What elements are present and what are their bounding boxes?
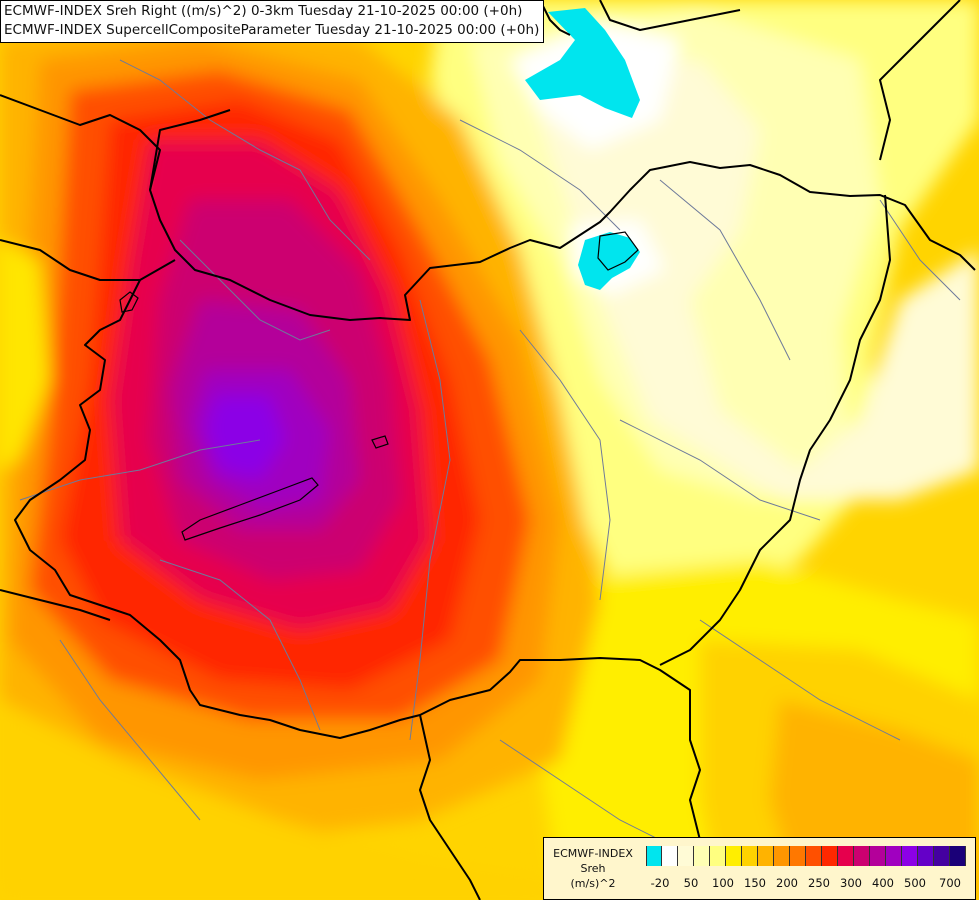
lake-small-outline bbox=[371, 435, 389, 449]
legend-tick-label: 400 bbox=[872, 876, 894, 890]
lake-cyan-outline bbox=[597, 231, 639, 271]
legend-swatch bbox=[950, 846, 966, 866]
legend-tick-label: 200 bbox=[776, 876, 798, 890]
legend-tick-label: 150 bbox=[744, 876, 766, 890]
legend-tick-label: 500 bbox=[904, 876, 926, 890]
legend-swatch bbox=[710, 846, 726, 866]
legend-swatch bbox=[774, 846, 790, 866]
field-w-yellow bbox=[0, 240, 50, 470]
legend-swatch bbox=[726, 846, 742, 866]
title-line-2: ECMWF-INDEX SupercellCompositeParameter … bbox=[4, 22, 540, 38]
legend-swatch bbox=[822, 846, 838, 866]
field-bright-violet bbox=[205, 395, 285, 480]
legend-swatch bbox=[902, 846, 918, 866]
legend-swatch bbox=[694, 846, 710, 866]
legend-swatch bbox=[662, 846, 678, 866]
legend-source: ECMWF-INDEX bbox=[553, 847, 633, 860]
legend-swatch bbox=[886, 846, 902, 866]
legend-tick-label: 250 bbox=[808, 876, 830, 890]
legend-units: (m/s)^2 bbox=[570, 877, 616, 890]
legend-swatch bbox=[918, 846, 934, 866]
field-cyan-central bbox=[578, 232, 640, 290]
legend-variable: Sreh bbox=[580, 862, 606, 875]
legend-swatch bbox=[790, 846, 806, 866]
legend-ticks: -20 50 100 150 200 250 300 400 500 700 bbox=[638, 876, 974, 890]
legend-swatch bbox=[742, 846, 758, 866]
legend-tick-label: 700 bbox=[939, 876, 961, 890]
legend-tick-label: -20 bbox=[650, 876, 670, 890]
lake-outlines bbox=[119, 231, 639, 541]
title-line-1: ECMWF-INDEX Sreh Right ((m/s)^2) 0-3km T… bbox=[4, 3, 523, 19]
legend-swatch bbox=[870, 846, 886, 866]
legend-swatch bbox=[854, 846, 870, 866]
legend-swatch bbox=[678, 846, 694, 866]
legend-tick-label: 300 bbox=[840, 876, 862, 890]
field-cyan-north bbox=[525, 8, 640, 118]
legend-swatch bbox=[646, 846, 662, 866]
legend-swatch bbox=[758, 846, 774, 866]
field-sw-yellow bbox=[0, 700, 560, 900]
title-box: ECMWF-INDEX Sreh Right ((m/s)^2) 0-3km T… bbox=[0, 0, 545, 43]
color-legend: ECMWF-INDEX Sreh (m/s)^2 -20 50 100 150 200 2… bbox=[543, 837, 976, 900]
legend-swatches bbox=[646, 846, 966, 866]
lake-north-outline bbox=[119, 291, 139, 313]
legend-swatch bbox=[806, 846, 822, 866]
field-cream bbox=[520, 60, 979, 500]
legend-tick-label: 50 bbox=[683, 876, 699, 890]
legend-tick-label: 100 bbox=[712, 876, 734, 890]
legend-swatch bbox=[934, 846, 950, 866]
lake-balaton-outline bbox=[181, 477, 319, 541]
legend-swatch bbox=[838, 846, 854, 866]
legend-header: ECMWF-INDEX Sreh (m/s)^2 bbox=[548, 846, 638, 891]
